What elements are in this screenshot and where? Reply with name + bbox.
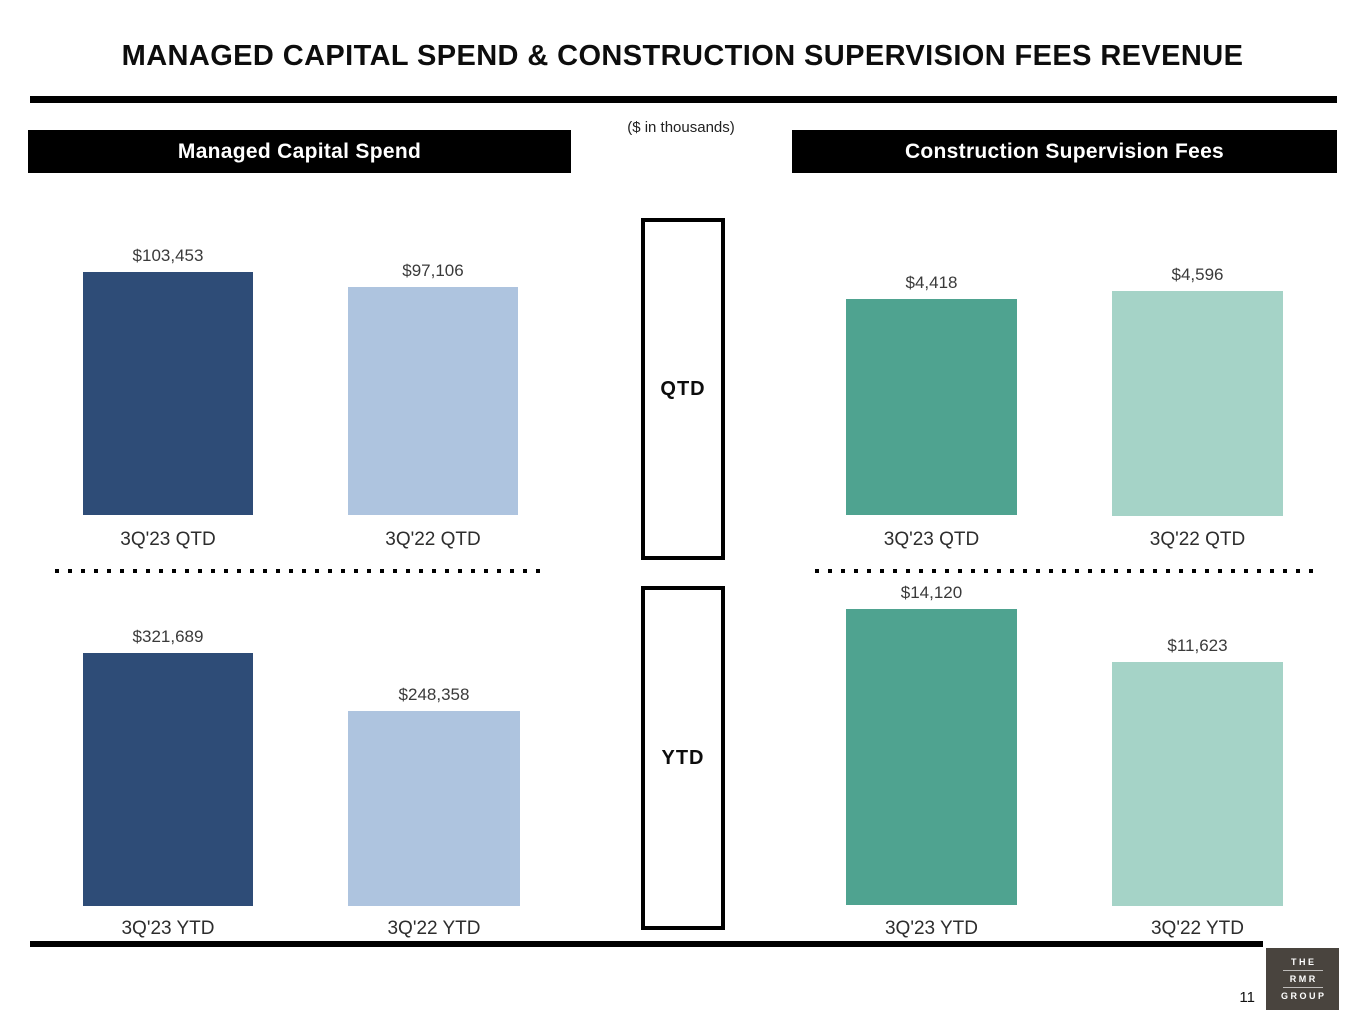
logo-line-group: GROUP xyxy=(1280,991,1327,1001)
panel-header-construction-supervision-fees: Construction Supervision Fees xyxy=(792,130,1337,173)
bar-mcs-ytd-3q22 xyxy=(348,711,520,906)
logo-divider xyxy=(1282,970,1323,971)
bar-csf-qtd-3q23 xyxy=(846,299,1017,515)
divider-dotted-left xyxy=(55,569,546,574)
period-box-ytd: YTD xyxy=(641,586,725,930)
slide-title: MANAGED CAPITAL SPEND & CONSTRUCTION SUP… xyxy=(121,40,1244,72)
bar-csf-ytd-3q22 xyxy=(1112,662,1283,906)
category-label-mcs-qtd-3q23: 3Q'23 QTD xyxy=(120,529,216,550)
value-label-mcs-ytd-3q23: $321,689 xyxy=(132,627,204,646)
bar-csf-qtd-3q22 xyxy=(1112,291,1283,516)
category-label-csf-qtd-3q23: 3Q'23 QTD xyxy=(883,529,980,550)
category-label-mcs-ytd-3q23: 3Q'23 YTD xyxy=(121,918,215,939)
period-box-qtd: QTD xyxy=(641,218,725,560)
rmr-group-logo: THE RMR GROUP xyxy=(1266,948,1339,1010)
value-label-mcs-ytd-3q22: $248,358 xyxy=(398,685,470,704)
bottom-rule xyxy=(30,941,1263,947)
value-label-csf-ytd-3q22: $11,623 xyxy=(1167,636,1228,655)
value-label-csf-qtd-3q22: $4,596 xyxy=(1171,265,1224,284)
value-label-mcs-qtd-3q23: $103,453 xyxy=(132,246,204,265)
bar-mcs-ytd-3q23 xyxy=(83,653,253,906)
title-rule xyxy=(30,96,1337,103)
value-label-csf-qtd-3q23: $4,418 xyxy=(905,273,958,292)
logo-divider xyxy=(1282,987,1323,988)
value-label-mcs-qtd-3q22: $97,106 xyxy=(402,261,464,280)
bar-mcs-qtd-3q22 xyxy=(348,287,518,515)
category-label-csf-ytd-3q23: 3Q'23 YTD xyxy=(884,918,979,939)
logo-line-rmr: RMR xyxy=(1289,974,1318,984)
category-label-csf-qtd-3q22: 3Q'22 QTD xyxy=(1149,529,1246,550)
bar-csf-ytd-3q23 xyxy=(846,609,1017,905)
divider-dotted-right xyxy=(815,569,1313,574)
category-label-csf-ytd-3q22: 3Q'22 YTD xyxy=(1150,918,1245,939)
bar-mcs-qtd-3q23 xyxy=(83,272,253,515)
units-note: ($ in thousands) xyxy=(627,119,735,136)
panel-header-managed-capital-spend: Managed Capital Spend xyxy=(28,130,571,173)
page-number: 11 xyxy=(1239,989,1255,1006)
category-label-mcs-qtd-3q22: 3Q'22 QTD xyxy=(385,529,481,550)
category-label-mcs-ytd-3q22: 3Q'22 YTD xyxy=(387,918,481,939)
logo-line-the: THE xyxy=(1291,957,1317,967)
value-label-csf-ytd-3q23: $14,120 xyxy=(900,583,963,602)
